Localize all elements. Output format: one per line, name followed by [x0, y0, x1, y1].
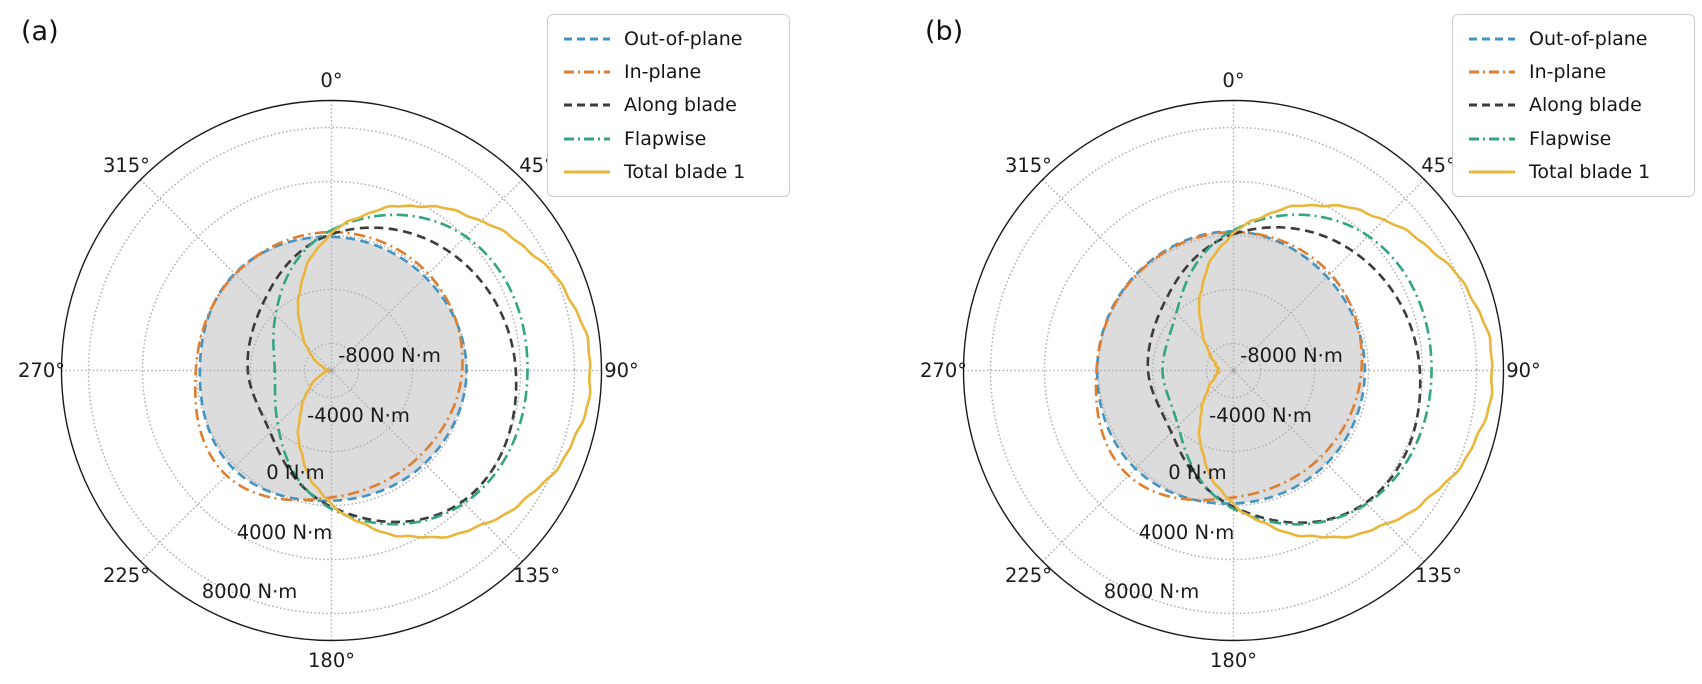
- radial-gridline: [1151, 288, 1316, 453]
- curve-in-plane: [193, 230, 464, 502]
- theta-tick-label: 270°: [920, 359, 967, 382]
- radial-gridline: [249, 288, 414, 453]
- theta-tick-label: 315°: [1005, 154, 1052, 177]
- radial-gridline: [87, 126, 576, 615]
- legend-swatch-line: [564, 170, 610, 174]
- theta-tick-label: 135°: [1415, 564, 1462, 587]
- legend-entry-label: Flapwise: [1529, 127, 1612, 150]
- legend-entry-label: Out-of-plane: [624, 27, 743, 50]
- radial-gridline: [989, 126, 1478, 615]
- legend-entry-label: Total blade 1: [1529, 161, 1651, 184]
- theta-tick-label: 225°: [1005, 564, 1052, 587]
- legend-entry-label: In-plane: [1529, 61, 1607, 84]
- legend-swatch-line: [1469, 103, 1515, 107]
- legend-swatch-line: [564, 103, 610, 107]
- legend-entry-out-of-plane: Out-of-plane: [1453, 22, 1694, 55]
- curve-flapwise: [1161, 213, 1433, 526]
- legend-b: Out-of-plane In-plane Along blade Flapwise T…: [1452, 14, 1695, 197]
- polar-plot-b: 0° 45° 90° 135° 180° 225° 270° 315° -8000 N·m -40…: [920, 69, 1541, 672]
- legend-swatch-line: [564, 37, 610, 41]
- theta-tick-label: 180°: [308, 649, 355, 672]
- panel-title-b: (b): [925, 16, 964, 47]
- r-tick-label: -4000 N·m: [1209, 404, 1312, 427]
- r-tick-label: 8000 N·m: [202, 580, 298, 603]
- r-tick-label: -4000 N·m: [307, 404, 410, 427]
- legend-swatch-line: [1469, 170, 1515, 174]
- legend-swatch-line: [564, 70, 610, 74]
- legend-entry-label: Along blade: [1529, 94, 1642, 117]
- polar-axis-boundary: [962, 99, 1505, 642]
- theta-tick-label: 45°: [1421, 154, 1456, 177]
- r-tick-label: 0 N·m: [1168, 461, 1226, 484]
- theta-tick-label: 0°: [1222, 69, 1244, 92]
- curve-along-blade: [246, 226, 518, 524]
- legend-swatch-line: [1469, 37, 1515, 41]
- radial-gridline: [141, 180, 522, 561]
- polar-axis-boundary: [60, 99, 603, 642]
- legend-entry-total-blade-1: Total blade 1: [548, 156, 789, 189]
- r-tick-label: 8000 N·m: [1104, 580, 1200, 603]
- theta-tick-label: 0°: [320, 69, 342, 92]
- legend-entry-label: Flapwise: [624, 127, 707, 150]
- r-tick-label: 4000 N·m: [1139, 521, 1235, 544]
- radial-gridline: [1043, 180, 1424, 561]
- theta-tick-label: 180°: [1210, 649, 1257, 672]
- legend-entry-total-blade-1: Total blade 1: [1453, 156, 1694, 189]
- negative-moment-region: [199, 236, 467, 501]
- polar-center-dot: [1231, 368, 1236, 373]
- legend-entry-out-of-plane: Out-of-plane: [548, 22, 789, 55]
- legend-entry-along-blade: Along blade: [548, 89, 789, 122]
- theta-tick-label: 45°: [519, 154, 554, 177]
- legend-entry-label: Out-of-plane: [1529, 27, 1648, 50]
- legend-swatch-line: [1469, 137, 1515, 141]
- curve-flapwise: [272, 213, 529, 526]
- theta-tick-label: 135°: [513, 564, 560, 587]
- legend-entry-flapwise: Flapwise: [1453, 122, 1694, 155]
- legend-swatch-line: [1469, 70, 1515, 74]
- r-tick-label: -8000 N·m: [1240, 344, 1343, 367]
- curve-along-blade: [1146, 226, 1422, 525]
- theta-tick-label: 315°: [103, 154, 150, 177]
- legend-entry-label: In-plane: [624, 61, 702, 84]
- r-tick-label: 4000 N·m: [237, 521, 333, 544]
- legend-entry-label: Total blade 1: [624, 161, 746, 184]
- curve-in-plane: [1094, 230, 1364, 502]
- polar-plot-a: 0° 45° 90° 135° 180° 225° 270° 315° -8000 N·m -40…: [18, 69, 639, 672]
- legend-entry-label: Along blade: [624, 94, 737, 117]
- r-tick-label: -8000 N·m: [338, 344, 441, 367]
- legend-entry-in-plane: In-plane: [1453, 55, 1694, 88]
- theta-tick-label: 225°: [103, 564, 150, 587]
- curve-total-blade-1: [1197, 203, 1494, 539]
- legend-entry-in-plane: In-plane: [548, 55, 789, 88]
- legend-swatch-line: [564, 137, 610, 141]
- theta-tick-label: 90°: [604, 359, 639, 382]
- legend-entry-along-blade: Along blade: [1453, 89, 1694, 122]
- polar-center-dot: [329, 368, 334, 373]
- legend-entry-flapwise: Flapwise: [548, 122, 789, 155]
- r-tick-label: 0 N·m: [266, 461, 324, 484]
- theta-tick-label: 90°: [1506, 359, 1541, 382]
- theta-tick-label: 270°: [18, 359, 65, 382]
- curve-total-blade-1: [296, 204, 592, 539]
- panel-title-a: (a): [21, 16, 59, 47]
- legend-a: Out-of-plane In-plane Along blade Flapwise T…: [547, 14, 790, 197]
